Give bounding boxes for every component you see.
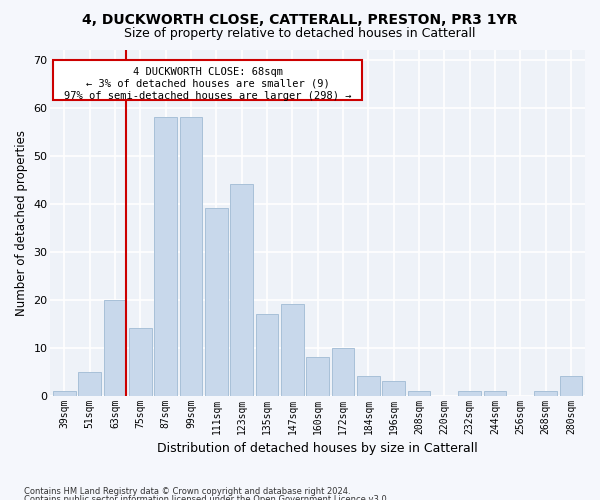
Bar	[307, 357, 329, 396]
Bar	[357, 376, 380, 396]
Bar	[230, 184, 253, 396]
Bar	[281, 304, 304, 396]
Bar	[458, 391, 481, 396]
Text: Contains HM Land Registry data © Crown copyright and database right 2024.: Contains HM Land Registry data © Crown c…	[24, 488, 350, 496]
Bar	[179, 117, 202, 396]
Bar	[484, 391, 506, 396]
Bar	[104, 300, 127, 396]
Bar	[382, 381, 405, 396]
Bar	[256, 314, 278, 396]
FancyBboxPatch shape	[53, 60, 362, 100]
Bar	[205, 208, 228, 396]
Text: ← 3% of detached houses are smaller (9): ← 3% of detached houses are smaller (9)	[86, 79, 329, 89]
Bar	[332, 348, 355, 396]
Text: Contains public sector information licensed under the Open Government Licence v3: Contains public sector information licen…	[24, 495, 389, 500]
Bar	[53, 391, 76, 396]
Text: Size of property relative to detached houses in Catterall: Size of property relative to detached ho…	[124, 28, 476, 40]
Bar	[560, 376, 583, 396]
X-axis label: Distribution of detached houses by size in Catterall: Distribution of detached houses by size …	[157, 442, 478, 455]
Bar	[535, 391, 557, 396]
Text: 4 DUCKWORTH CLOSE: 68sqm: 4 DUCKWORTH CLOSE: 68sqm	[133, 67, 283, 77]
Y-axis label: Number of detached properties: Number of detached properties	[15, 130, 28, 316]
Text: 4, DUCKWORTH CLOSE, CATTERALL, PRESTON, PR3 1YR: 4, DUCKWORTH CLOSE, CATTERALL, PRESTON, …	[82, 12, 518, 26]
Bar	[407, 391, 430, 396]
Text: 97% of semi-detached houses are larger (298) →: 97% of semi-detached houses are larger (…	[64, 91, 351, 101]
Bar	[154, 117, 177, 396]
Bar	[79, 372, 101, 396]
Bar	[129, 328, 152, 396]
